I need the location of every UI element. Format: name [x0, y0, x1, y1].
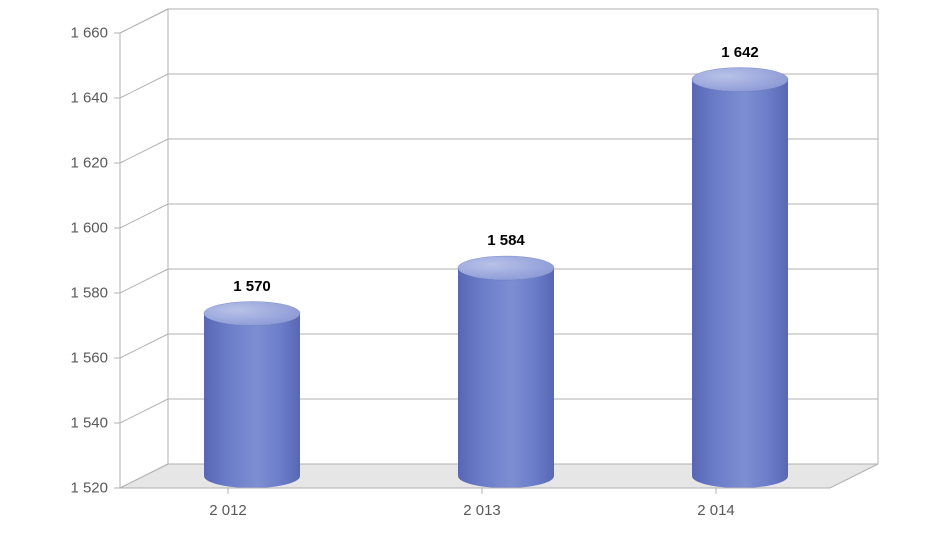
data-label: 1 570 — [233, 278, 271, 295]
y-tick-label: 1 620 — [0, 155, 108, 172]
y-tick-label: 1 580 — [0, 285, 108, 302]
x-tick-label: 2 012 — [209, 502, 247, 519]
y-tick-label: 1 540 — [0, 415, 108, 432]
data-label: 1 642 — [721, 44, 759, 61]
y-tick-label: 1 520 — [0, 480, 108, 497]
data-label: 1 584 — [487, 232, 525, 249]
y-tick-label: 1 640 — [0, 90, 108, 107]
x-tick-label: 2 013 — [463, 502, 501, 519]
cylinder-bar-chart: 1 520 1 540 1 560 1 580 1 600 1 620 1 640 1 660… — [0, 0, 938, 541]
y-tick-label: 1 560 — [0, 350, 108, 367]
y-tick-label: 1 600 — [0, 220, 108, 237]
x-tick-label: 2 014 — [697, 502, 735, 519]
y-tick-label: 1 660 — [0, 25, 108, 42]
chart-canvas — [0, 0, 938, 541]
